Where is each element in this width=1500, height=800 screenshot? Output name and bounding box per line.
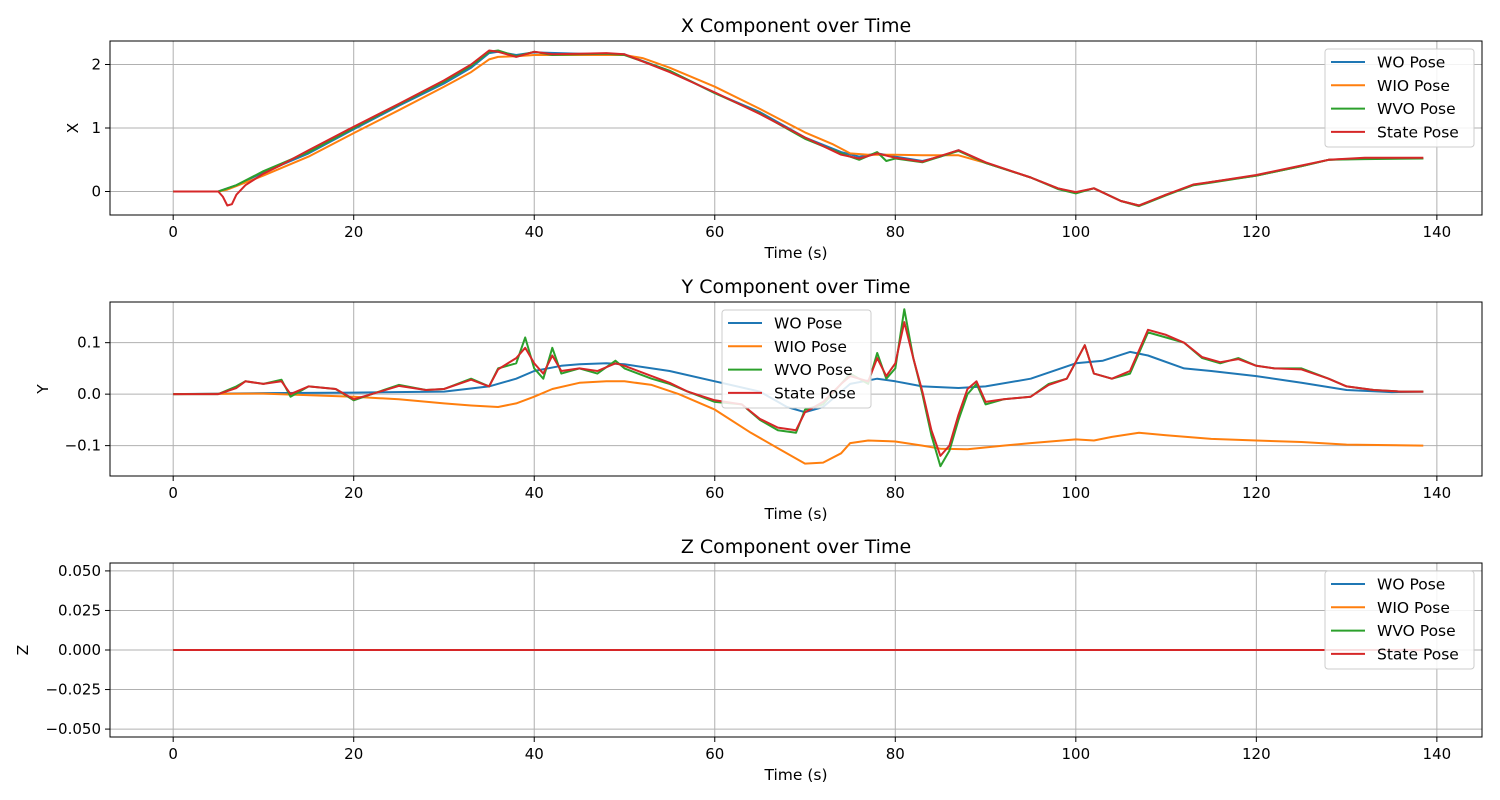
legend-label: WIO Pose: [1377, 77, 1450, 95]
legend-label: WIO Pose: [774, 338, 847, 356]
axes-frame: [109, 40, 1483, 216]
y-tick-label: 0.0: [77, 385, 101, 403]
x-tick-label: 100: [1061, 745, 1090, 763]
x-tick-label: 0: [168, 223, 178, 241]
x-tick-label: 60: [705, 745, 724, 763]
x-tick-label: 40: [525, 223, 544, 241]
y-tick-label: −0.050: [45, 720, 101, 738]
y-tick-label: 0.025: [58, 601, 101, 619]
x-tick-label: 140: [1423, 745, 1452, 763]
legend-label: WVO Pose: [1377, 100, 1456, 118]
chart-panel-1: 0 20 40 60 80 100 120 140 0 1 2 X Component over Ti…: [64, 15, 1483, 262]
chart-title: X Component over Time: [681, 15, 911, 37]
legend: WO Pose WIO Pose WVO Pose State Pose: [1324, 570, 1475, 670]
y-tick-label: 0.1: [77, 334, 101, 352]
y-tick-label: 0.000: [58, 641, 101, 659]
series-line-wio-pose: [173, 54, 1424, 207]
x-tick-label: 80: [886, 745, 905, 763]
x-tick-label: 120: [1242, 745, 1271, 763]
x-tick-label: 60: [705, 223, 724, 241]
x-tick-label: 140: [1423, 484, 1452, 502]
y-tick-label: 1: [91, 119, 101, 137]
chart-title: Z Component over Time: [681, 536, 911, 558]
axes-frame: [109, 301, 1483, 477]
x-tick-label: 20: [344, 745, 363, 763]
y-tick-label: −0.1: [65, 437, 101, 455]
y-axis-label: X: [64, 122, 82, 133]
legend-label: State Pose: [1377, 645, 1459, 663]
y-axis-label: Y: [34, 384, 52, 395]
y-tick-label: 0: [91, 183, 101, 201]
x-tick-label: 40: [525, 484, 544, 502]
x-axis-label: Time (s): [763, 766, 827, 784]
x-tick-label: 80: [886, 484, 905, 502]
x-tick-label: 120: [1242, 223, 1271, 241]
legend: WO Pose WIO Pose WVO Pose State Pose: [1324, 48, 1475, 148]
legend-label: WO Pose: [1377, 576, 1445, 594]
x-tick-label: 60: [705, 484, 724, 502]
x-tick-label: 20: [344, 223, 363, 241]
axes-frame: [109, 562, 1483, 738]
legend-label: WIO Pose: [1377, 599, 1450, 617]
y-tick-label: 0.050: [58, 562, 101, 580]
series-line-state-pose: [173, 49, 1424, 207]
x-tick-label: 0: [168, 745, 178, 763]
x-tick-label: 100: [1061, 223, 1090, 241]
chart-panel-3: 0 20 40 60 80 100 120 140 −0.050 −0.025 0.000 0.025…: [14, 536, 1483, 784]
legend: WO Pose WIO Pose WVO Pose State Pose: [721, 309, 872, 409]
legend-label: WVO Pose: [1377, 622, 1456, 640]
legend-box: [1324, 570, 1475, 670]
x-tick-label: 140: [1423, 223, 1452, 241]
x-axis-label: Time (s): [763, 505, 827, 523]
x-tick-label: 0: [168, 484, 178, 502]
legend-box: [721, 309, 872, 409]
y-tick-label: −0.025: [45, 681, 101, 699]
chart-title: Y Component over Time: [681, 276, 911, 298]
x-axis-label: Time (s): [763, 244, 827, 262]
legend-label: WO Pose: [1377, 54, 1445, 72]
series-line-wio-pose: [173, 380, 1424, 465]
x-tick-label: 80: [886, 223, 905, 241]
y-tick-label: 2: [91, 55, 101, 73]
x-tick-label: 40: [525, 745, 544, 763]
legend-label: WVO Pose: [774, 361, 853, 379]
legend-label: State Pose: [1377, 123, 1459, 141]
legend-label: State Pose: [774, 384, 856, 402]
chart-panel-2: 0 20 40 60 80 100 120 140 −0.1 0.0 0.1 Y Component …: [34, 276, 1483, 523]
x-tick-label: 120: [1242, 484, 1271, 502]
x-tick-label: 100: [1061, 484, 1090, 502]
x-tick-label: 20: [344, 484, 363, 502]
legend-label: WO Pose: [774, 315, 842, 333]
y-axis-label: Z: [14, 645, 32, 656]
legend-box: [1324, 48, 1475, 148]
